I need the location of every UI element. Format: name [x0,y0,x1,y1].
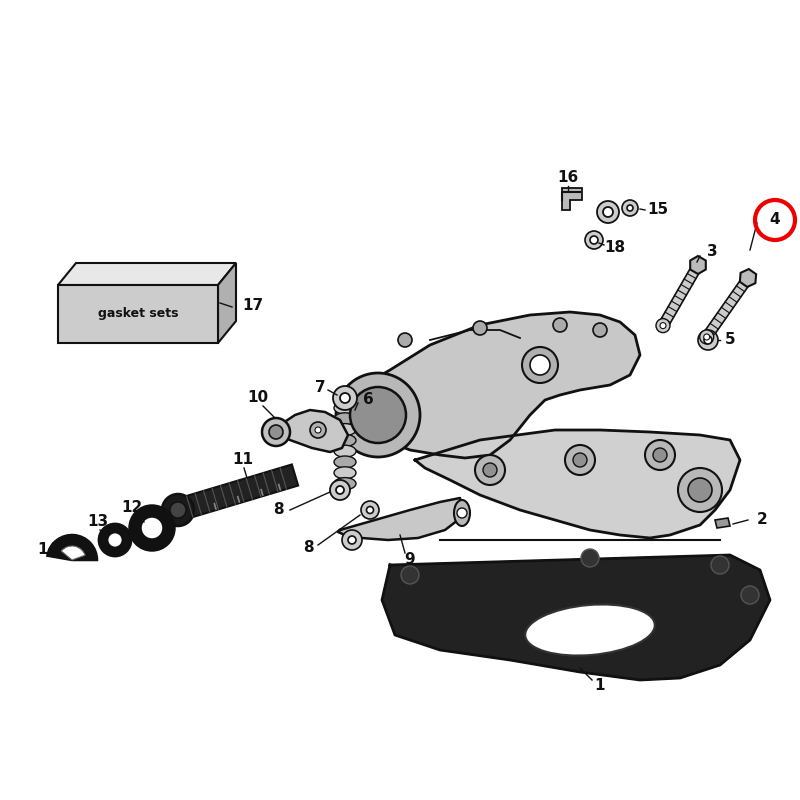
Polygon shape [338,498,462,540]
Polygon shape [348,312,640,458]
Text: 4: 4 [770,213,780,227]
Circle shape [660,322,666,329]
Text: 10: 10 [247,390,269,406]
Ellipse shape [334,413,356,425]
Polygon shape [702,275,752,340]
Ellipse shape [334,456,356,468]
Circle shape [565,445,595,475]
Polygon shape [562,188,582,210]
Circle shape [590,236,598,244]
Circle shape [366,506,374,514]
Circle shape [340,393,350,403]
Circle shape [262,418,290,446]
Ellipse shape [334,467,356,478]
Polygon shape [690,256,706,274]
Text: 2: 2 [757,513,767,527]
Circle shape [162,494,194,526]
Ellipse shape [334,402,356,414]
Polygon shape [58,263,236,285]
Circle shape [475,455,505,485]
Circle shape [678,468,722,512]
Circle shape [700,330,714,344]
Ellipse shape [454,500,470,526]
Text: 14: 14 [38,542,58,558]
Text: 16: 16 [558,170,578,186]
Polygon shape [415,430,740,538]
Polygon shape [218,263,236,343]
Polygon shape [175,465,298,521]
Circle shape [336,486,344,494]
Circle shape [473,321,487,335]
Wedge shape [62,546,85,560]
Circle shape [553,318,567,332]
Circle shape [585,231,603,249]
Text: 8: 8 [302,541,314,555]
Text: 15: 15 [647,202,669,218]
Circle shape [530,355,550,375]
Polygon shape [715,518,730,528]
Circle shape [107,532,123,548]
Polygon shape [275,410,348,452]
Circle shape [597,201,619,223]
Circle shape [741,586,759,604]
Circle shape [140,516,164,540]
Ellipse shape [334,478,356,490]
Text: 1: 1 [594,678,606,693]
Text: 18: 18 [605,241,626,255]
Circle shape [711,556,729,574]
Polygon shape [382,555,770,680]
Circle shape [573,453,587,467]
Polygon shape [658,262,702,328]
Circle shape [310,422,326,438]
Circle shape [342,530,362,550]
Circle shape [656,318,670,333]
Circle shape [398,333,412,347]
Circle shape [627,205,633,211]
Text: 5: 5 [725,333,735,347]
Text: 12: 12 [122,501,142,515]
Circle shape [333,386,357,410]
Circle shape [348,536,356,544]
Text: 8: 8 [273,502,283,518]
Text: 3: 3 [706,245,718,259]
Circle shape [581,549,599,567]
Text: 7: 7 [314,381,326,395]
Text: 9: 9 [405,553,415,567]
Circle shape [645,440,675,470]
Circle shape [457,508,467,518]
Wedge shape [47,535,97,560]
Circle shape [336,373,420,457]
Circle shape [330,480,350,500]
Text: gasket sets: gasket sets [98,307,178,321]
Circle shape [593,323,607,337]
Text: 11: 11 [233,453,254,467]
Ellipse shape [334,424,356,435]
Circle shape [653,448,667,462]
Text: 13: 13 [87,514,109,530]
Circle shape [698,330,718,350]
Circle shape [522,347,558,383]
Circle shape [130,506,174,550]
Text: 17: 17 [242,298,263,313]
Polygon shape [58,285,218,343]
Circle shape [99,524,131,556]
Circle shape [603,207,613,217]
Circle shape [269,425,283,439]
Circle shape [688,478,712,502]
Ellipse shape [334,445,356,457]
Ellipse shape [526,605,654,655]
Circle shape [704,336,712,344]
Circle shape [622,200,638,216]
Circle shape [361,501,379,519]
Circle shape [704,334,710,340]
Circle shape [401,566,419,584]
Ellipse shape [334,434,356,446]
Circle shape [315,427,321,433]
Text: 6: 6 [362,393,374,407]
Polygon shape [740,269,756,287]
Circle shape [483,463,497,477]
Circle shape [170,502,186,518]
Circle shape [350,387,406,443]
